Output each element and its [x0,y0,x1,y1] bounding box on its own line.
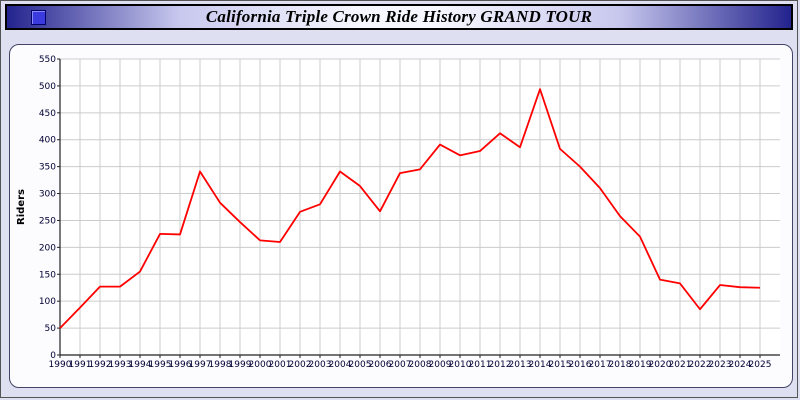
svg-text:150: 150 [39,270,56,280]
svg-text:1998: 1998 [209,360,232,370]
svg-text:300: 300 [39,190,56,200]
svg-text:2014: 2014 [529,360,552,370]
svg-text:1996: 1996 [169,360,192,370]
svg-text:50: 50 [45,324,57,334]
svg-text:1997: 1997 [189,360,212,370]
svg-text:2024: 2024 [729,360,752,370]
svg-text:1995: 1995 [149,360,172,370]
svg-text:2009: 2009 [429,360,452,370]
svg-text:200: 200 [39,243,56,253]
svg-text:350: 350 [39,163,56,173]
riders-series-line [59,88,761,329]
x-axis-tick-labels: 1990199119921993199419951996199719981999… [49,355,772,370]
svg-text:2021: 2021 [669,360,692,370]
svg-text:2006: 2006 [369,360,392,370]
y-axis-tick-labels: 0 50 100 150 200 250 300 350 400 450 500 550 [39,55,60,361]
chart-title: California Triple Crown Ride History GRA… [205,7,593,26]
svg-text:250: 250 [39,216,56,226]
window-titlebar: California Triple Crown Ride History GRA… [5,4,793,30]
svg-text:2023: 2023 [709,360,732,370]
svg-text:2005: 2005 [349,360,372,370]
svg-text:400: 400 [39,136,56,146]
svg-text:2015: 2015 [549,360,572,370]
ride-history-line-chart: 0501001502002503003504004505005501990199… [16,55,780,370]
y-axis-title: Riders [16,189,27,225]
svg-text:1999: 1999 [229,360,252,370]
svg-text:2002: 2002 [289,360,312,370]
svg-text:2001: 2001 [269,360,292,370]
svg-text:1992: 1992 [89,360,112,370]
svg-text:2004: 2004 [329,360,352,370]
svg-text:2019: 2019 [629,360,652,370]
svg-text:2020: 2020 [649,360,672,370]
svg-text:2007: 2007 [389,360,412,370]
svg-text:450: 450 [39,109,56,119]
svg-text:1994: 1994 [129,360,152,370]
svg-text:0: 0 [50,351,56,361]
svg-text:500: 500 [39,82,56,92]
svg-text:2016: 2016 [569,360,592,370]
chart-panel: 0 50 100 150 200 250 300 350 400 450 500 550 1990 199… [9,44,793,388]
gridlines [59,58,780,356]
svg-text:2017: 2017 [589,360,612,370]
svg-text:2010: 2010 [449,360,472,370]
svg-text:2013: 2013 [509,360,532,370]
svg-text:2018: 2018 [609,360,632,370]
svg-text:2003: 2003 [309,360,332,370]
svg-text:1991: 1991 [69,360,92,370]
svg-text:2000: 2000 [249,360,272,370]
svg-text:550: 550 [39,55,56,65]
svg-text:2022: 2022 [689,360,712,370]
svg-text:1993: 1993 [109,360,132,370]
svg-text:2012: 2012 [489,360,512,370]
svg-text:100: 100 [39,297,56,307]
svg-text:2008: 2008 [409,360,432,370]
window-icon [31,10,46,25]
svg-text:2011: 2011 [469,360,492,370]
svg-text:2025: 2025 [749,360,772,370]
svg-text:1990: 1990 [49,360,72,370]
